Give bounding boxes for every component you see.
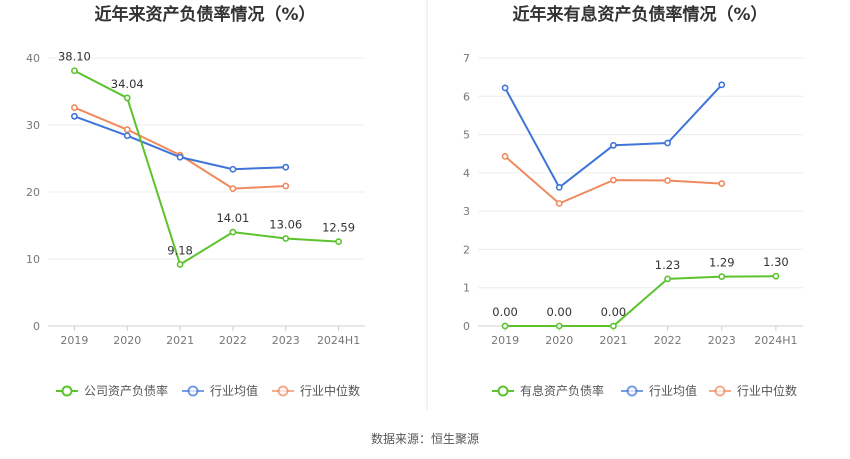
data-point — [229, 185, 237, 193]
data-point — [176, 261, 184, 268]
data-point — [501, 152, 509, 160]
chart-panel-debt-ratio: 近年来资产负债率情况（%） 0 10 20 30 40 2019 2020 2021 2022 20… — [26, 4, 365, 398]
x-tick-label: 2024H1 — [754, 334, 797, 347]
data-point — [282, 235, 290, 242]
y-tick-label: 6 — [463, 90, 470, 103]
data-point — [501, 84, 509, 92]
y-tick-label: 30 — [26, 119, 40, 132]
legend-swatch-marker — [61, 385, 73, 397]
data-point — [610, 322, 617, 330]
data-point — [282, 182, 290, 190]
data-point — [664, 139, 671, 147]
data-point — [335, 238, 342, 246]
data-point — [176, 153, 184, 161]
x-tick-label: 2022 — [219, 334, 247, 347]
data-point — [229, 165, 237, 173]
legend-item-1[interactable]: 行业均值 — [182, 383, 258, 398]
data-label: 0.00 — [601, 305, 627, 319]
y-tick-label: 40 — [26, 52, 40, 65]
data-point — [664, 177, 671, 184]
data-point — [555, 200, 563, 207]
data-point — [123, 94, 131, 102]
x-tick-label: 2021 — [166, 334, 194, 347]
legend-swatch-marker — [626, 385, 638, 397]
y-tick-label: 2 — [463, 243, 470, 256]
x-tick-label: 2020 — [113, 334, 141, 347]
legend-item-0[interactable]: 有息资产负债率 — [492, 383, 604, 398]
y-tick-label: 1 — [463, 282, 470, 295]
y-tick-label: 0 — [463, 320, 470, 333]
legend-label: 行业中位数 — [300, 383, 360, 398]
legend-swatch-marker — [277, 385, 289, 397]
legend-label: 行业均值 — [649, 383, 697, 398]
data-point — [718, 273, 726, 281]
legend-swatch-marker — [714, 385, 726, 397]
data-point — [610, 176, 617, 184]
chart-panel-interest-debt-ratio: 近年来有息资产负债率情况（%） 0 1 2 3 4 5 6 7 2019 2020 2021 2022 2… — [463, 4, 803, 398]
y-tick-label: 3 — [463, 205, 470, 218]
x-tick-label: 2019 — [491, 334, 519, 347]
data-label: 0.00 — [492, 305, 518, 319]
data-label: 34.04 — [111, 77, 144, 91]
series-line-0 — [505, 275, 776, 327]
x-tick-label: 2023 — [708, 334, 736, 347]
series-line-2 — [74, 106, 286, 190]
data-point — [610, 141, 617, 149]
data-point — [71, 112, 78, 120]
data-point — [282, 163, 290, 171]
x-tick-label: 2024H1 — [317, 334, 360, 347]
x-tick-label: 2020 — [545, 334, 573, 347]
x-tick-label: 2022 — [654, 334, 682, 347]
data-point — [229, 228, 237, 236]
legend-item-2[interactable]: 行业中位数 — [272, 383, 360, 398]
data-label: 1.23 — [655, 258, 681, 272]
series-line-1 — [504, 84, 723, 189]
data-point — [718, 81, 726, 89]
chart-title: 近年来资产负债率情况（%） — [94, 4, 315, 25]
data-point — [123, 132, 131, 140]
data-point — [123, 126, 131, 134]
data-label: 12.59 — [322, 221, 355, 235]
data-label: 1.30 — [763, 255, 789, 269]
legend-swatch-marker — [187, 385, 199, 397]
y-tick-label: 20 — [26, 186, 40, 199]
legend-label: 有息资产负债率 — [520, 383, 604, 398]
data-label: 9.18 — [167, 243, 193, 257]
series-line-1 — [74, 115, 286, 171]
legend-item-2[interactable]: 行业中位数 — [709, 383, 797, 398]
legend-label: 行业均值 — [210, 383, 258, 398]
y-tick-label: 4 — [463, 167, 470, 180]
legend-label: 行业中位数 — [737, 383, 797, 398]
legend-item-0[interactable]: 公司资产负债率 — [56, 383, 168, 398]
source-label: 数据来源：恒生聚源 — [371, 431, 479, 446]
data-point — [71, 104, 78, 111]
data-point — [718, 180, 726, 187]
x-tick-label: 2021 — [599, 334, 627, 347]
data-label: 0.00 — [546, 305, 572, 319]
legend-item-1[interactable]: 行业均值 — [621, 383, 697, 398]
data-label: 14.01 — [216, 211, 249, 225]
series-line-0 — [73, 69, 339, 266]
data-point — [71, 67, 78, 75]
legend-label: 公司资产负债率 — [84, 383, 168, 398]
data-point — [501, 322, 509, 330]
legend-swatch-marker — [497, 385, 509, 397]
x-tick-label: 2019 — [60, 334, 88, 347]
data-point — [555, 322, 563, 330]
x-tick-label: 2023 — [272, 334, 300, 347]
data-point — [772, 272, 780, 280]
data-point — [555, 184, 563, 191]
y-tick-label: 5 — [463, 129, 470, 142]
chart-title: 近年来有息资产负债率情况（%） — [512, 4, 767, 25]
data-label: 1.29 — [709, 256, 735, 270]
data-label: 38.10 — [58, 50, 91, 64]
data-label: 13.06 — [269, 217, 302, 231]
y-tick-label: 0 — [33, 320, 40, 333]
data-point — [664, 275, 671, 283]
y-tick-label: 7 — [463, 52, 470, 65]
y-tick-label: 10 — [26, 253, 40, 266]
